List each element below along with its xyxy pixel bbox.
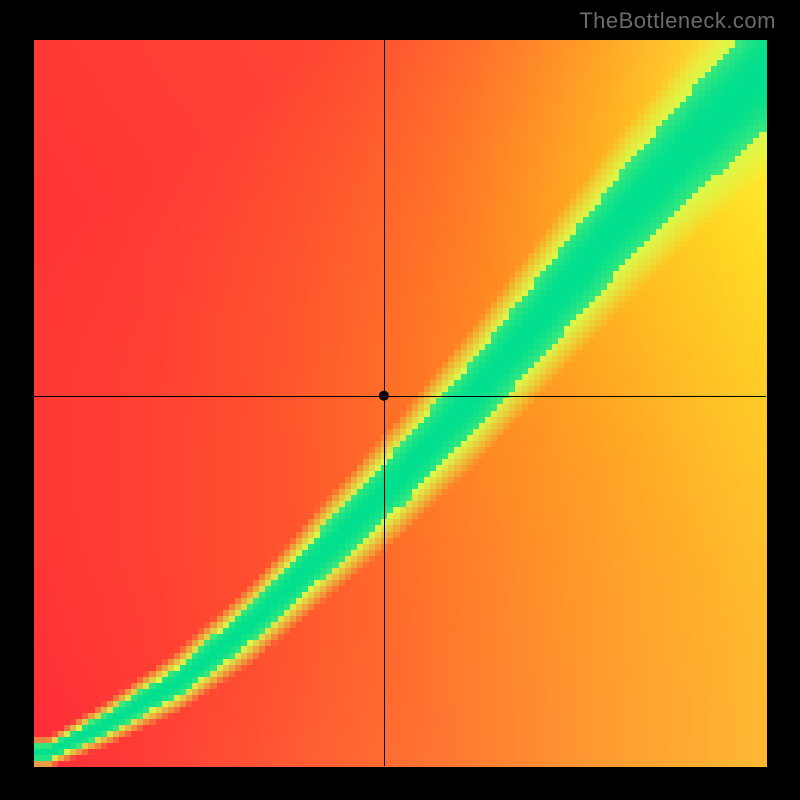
- bottleneck-heatmap: [0, 0, 800, 800]
- chart-frame: TheBottleneck.com: [0, 0, 800, 800]
- watermark-text: TheBottleneck.com: [579, 8, 776, 34]
